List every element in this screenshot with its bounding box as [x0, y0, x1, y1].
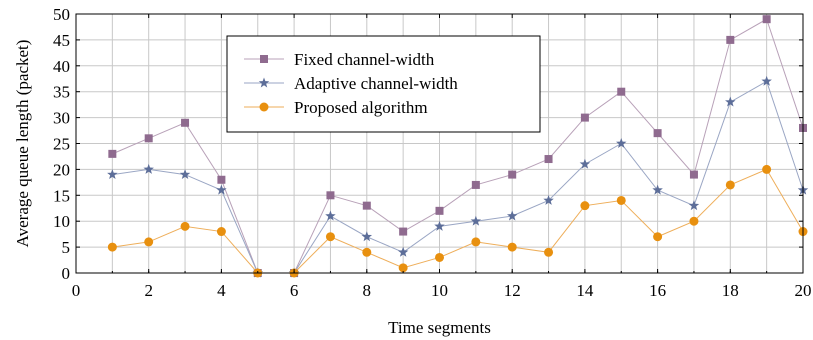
y-tick-label: 15 [53, 186, 70, 205]
data-point [688, 200, 700, 211]
data-point [689, 216, 699, 226]
data-point [325, 232, 335, 242]
data-point [181, 118, 190, 127]
data-point [362, 201, 371, 210]
data-point [399, 227, 408, 236]
legend: Fixed channel-width Adaptive channel-widt… [226, 35, 541, 133]
data-point [544, 155, 553, 164]
data-point [434, 220, 445, 231]
data-point [616, 195, 626, 205]
data-point [616, 138, 627, 148]
data-point [470, 215, 482, 226]
data-point [179, 169, 191, 180]
data-point [107, 169, 118, 180]
x-tick-label: 8 [363, 281, 372, 300]
data-point [435, 252, 444, 262]
data-point [217, 175, 226, 184]
y-tick-label: 40 [53, 57, 70, 76]
data-point [362, 247, 372, 257]
data-point [508, 170, 517, 179]
y-axis-label: Average queue length (packet) [13, 40, 32, 248]
y-tick-label: 50 [53, 5, 70, 24]
data-point [435, 206, 444, 215]
legend-label: Adaptive channel-width [294, 74, 458, 93]
data-point [762, 15, 771, 24]
series-line [112, 80, 804, 274]
data-point [144, 237, 154, 247]
x-tick-label: 4 [217, 281, 226, 300]
x-tick-label: 0 [72, 281, 81, 300]
data-point [689, 170, 698, 179]
data-point [653, 129, 662, 138]
series-2 [107, 75, 809, 278]
data-point [580, 201, 590, 211]
data-point [580, 113, 589, 122]
x-tick-label: 12 [504, 281, 521, 300]
series-line [112, 168, 804, 274]
x-tick-label: 10 [431, 281, 448, 300]
data-point [143, 163, 154, 174]
y-tick-label: 30 [53, 109, 70, 128]
y-tick-label: 20 [53, 160, 70, 179]
x-tick-label: 6 [290, 281, 299, 300]
x-tick-label: 16 [649, 281, 666, 300]
data-point [471, 237, 481, 247]
data-point [107, 242, 117, 252]
legend-item: Proposed algorithm [244, 98, 428, 117]
data-point [506, 210, 518, 221]
y-tick-label: 25 [53, 135, 70, 154]
data-point [543, 194, 554, 205]
data-point [762, 164, 772, 174]
data-point [617, 87, 626, 96]
data-point [507, 242, 517, 252]
data-point [544, 247, 554, 257]
x-tick-label: 20 [795, 281, 812, 300]
data-point [652, 184, 663, 195]
data-point [361, 231, 373, 242]
data-point [726, 35, 735, 44]
data-point [725, 180, 735, 190]
legend-label: Fixed channel-width [294, 50, 435, 69]
x-axis-label: Time segments [388, 318, 491, 337]
ticks: 0 2 4 6 8 10 12 14 16 18 20 0 5 10 15 20 25 30 35 40 45 50 [53, 5, 812, 300]
x-tick-label: 2 [144, 281, 153, 300]
data-point [216, 184, 227, 195]
legend-box [226, 35, 541, 133]
data-point [180, 221, 190, 231]
data-point [144, 134, 153, 143]
y-tick-label: 0 [62, 264, 71, 283]
y-tick-label: 35 [53, 83, 70, 102]
legend-marker [259, 102, 269, 112]
data-point [325, 210, 336, 221]
data-point [326, 191, 335, 200]
legend-item: Fixed channel-width [244, 50, 435, 69]
series-3 [107, 164, 808, 278]
data-point [471, 180, 480, 189]
data-point [725, 96, 736, 107]
legend-marker [260, 55, 268, 63]
series-layer [107, 15, 809, 278]
data-point [579, 158, 591, 169]
data-point [761, 75, 772, 86]
data-point [398, 263, 408, 273]
x-tick-label: 18 [722, 281, 739, 300]
legend-marker [258, 77, 270, 88]
x-tick-label: 14 [576, 281, 594, 300]
y-tick-label: 5 [62, 238, 71, 257]
data-point [108, 149, 117, 158]
data-point [653, 232, 663, 242]
y-tick-label: 10 [53, 212, 70, 231]
legend-item: Adaptive channel-width [244, 74, 458, 93]
data-point [216, 227, 226, 237]
series-line [112, 18, 804, 274]
y-tick-label: 45 [53, 31, 70, 50]
data-point [397, 246, 409, 257]
legend-label: Proposed algorithm [294, 98, 428, 117]
